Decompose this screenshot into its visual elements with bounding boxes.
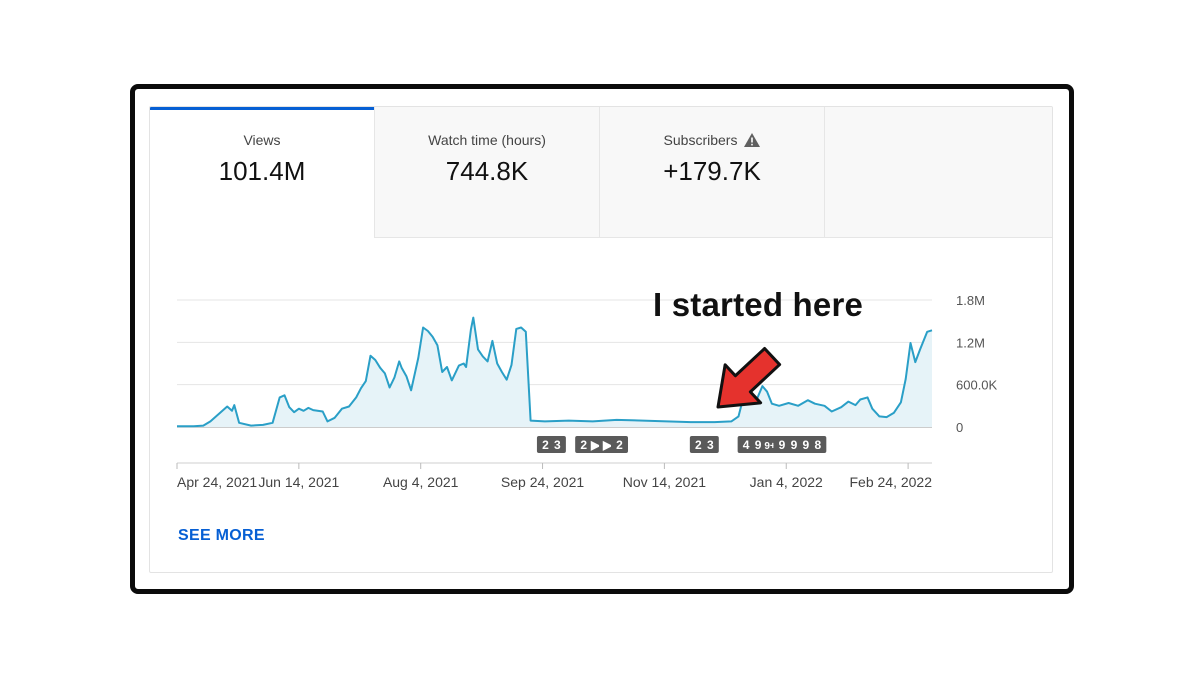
see-more-link[interactable]: SEE MORE bbox=[178, 527, 265, 544]
marker-badge-label: 3 bbox=[707, 438, 714, 452]
marker-badge-label: 3 bbox=[554, 438, 561, 452]
tab-views[interactable]: Views 101.4M bbox=[150, 107, 375, 238]
marker-badge-label: ▶ bbox=[590, 438, 601, 452]
annotation-text: I started here bbox=[653, 286, 864, 323]
red-arrow-icon bbox=[716, 346, 782, 409]
y-tick-label: 1.2M bbox=[956, 335, 985, 350]
tab-views-label: Views bbox=[243, 132, 281, 148]
marker-badge-label: 8 bbox=[814, 438, 821, 452]
marker-badge-bg bbox=[701, 436, 719, 453]
marker-badge-label: 9+ bbox=[764, 441, 776, 452]
marker-badge-bg bbox=[548, 436, 566, 453]
marker-badge-label: 9 bbox=[791, 438, 798, 452]
tab-subscribers[interactable]: Subscribers +179.7K bbox=[600, 107, 825, 238]
x-tick-label: Jun 14, 2021 bbox=[258, 474, 339, 490]
warning-icon[interactable] bbox=[744, 133, 761, 147]
red-arrow-shape bbox=[716, 346, 782, 409]
x-tick-label: Jan 4, 2022 bbox=[750, 474, 823, 490]
marker-badge-label: 9 bbox=[803, 438, 810, 452]
series-line bbox=[177, 316, 933, 428]
x-tick-label: Apr 24, 2021 bbox=[177, 474, 257, 490]
marker-badge: 3 bbox=[701, 436, 719, 453]
x-tick-label: Aug 4, 2021 bbox=[383, 474, 459, 490]
y-tick-label: 1.8M bbox=[956, 293, 985, 308]
series-area bbox=[177, 317, 932, 427]
marker-badge: 2 bbox=[611, 436, 629, 453]
tab-views-value: 101.4M bbox=[218, 156, 306, 186]
y-tick-label: 600.0K bbox=[956, 378, 998, 393]
metric-tabs: Views 101.4M Watch time (hours) 744.8K S… bbox=[150, 107, 1052, 238]
screenshot-frame: Views 101.4M Watch time (hours) 744.8K S… bbox=[130, 84, 1074, 594]
analytics-card: Views 101.4M Watch time (hours) 744.8K S… bbox=[149, 106, 1053, 573]
tab-subscribers-label: Subscribers bbox=[663, 132, 738, 148]
x-tick-label: Nov 14, 2021 bbox=[623, 474, 706, 490]
marker-badge-label: 4 bbox=[743, 438, 750, 452]
y-tick-label: 0 bbox=[956, 420, 963, 435]
tab-subscribers-value: +179.7K bbox=[663, 156, 761, 186]
tab-watch-time-label: Watch time (hours) bbox=[428, 132, 546, 148]
x-tick-label: Sep 24, 2021 bbox=[501, 474, 585, 490]
marker-badge-label: 2 bbox=[695, 438, 702, 452]
marker-badge-label: 2 bbox=[542, 438, 549, 452]
marker-badge: 3 bbox=[548, 436, 566, 453]
marker-badge: 8 bbox=[809, 436, 827, 453]
x-tick-label: Feb 24, 2022 bbox=[849, 474, 932, 490]
marker-badge-label: 2 bbox=[580, 438, 587, 452]
tab-empty bbox=[825, 107, 1052, 238]
tab-watch-time[interactable]: Watch time (hours) 744.8K bbox=[375, 107, 600, 238]
marker-badge-bg bbox=[611, 436, 629, 453]
marker-badge-label: 2 bbox=[616, 438, 623, 452]
marker-badge-label: 9 bbox=[755, 438, 762, 452]
marker-badge-label: ▶ bbox=[602, 438, 613, 452]
marker-badge-bg bbox=[809, 436, 827, 453]
marker-badge-label: 9 bbox=[779, 438, 786, 452]
tab-watch-time-value: 744.8K bbox=[445, 156, 529, 186]
